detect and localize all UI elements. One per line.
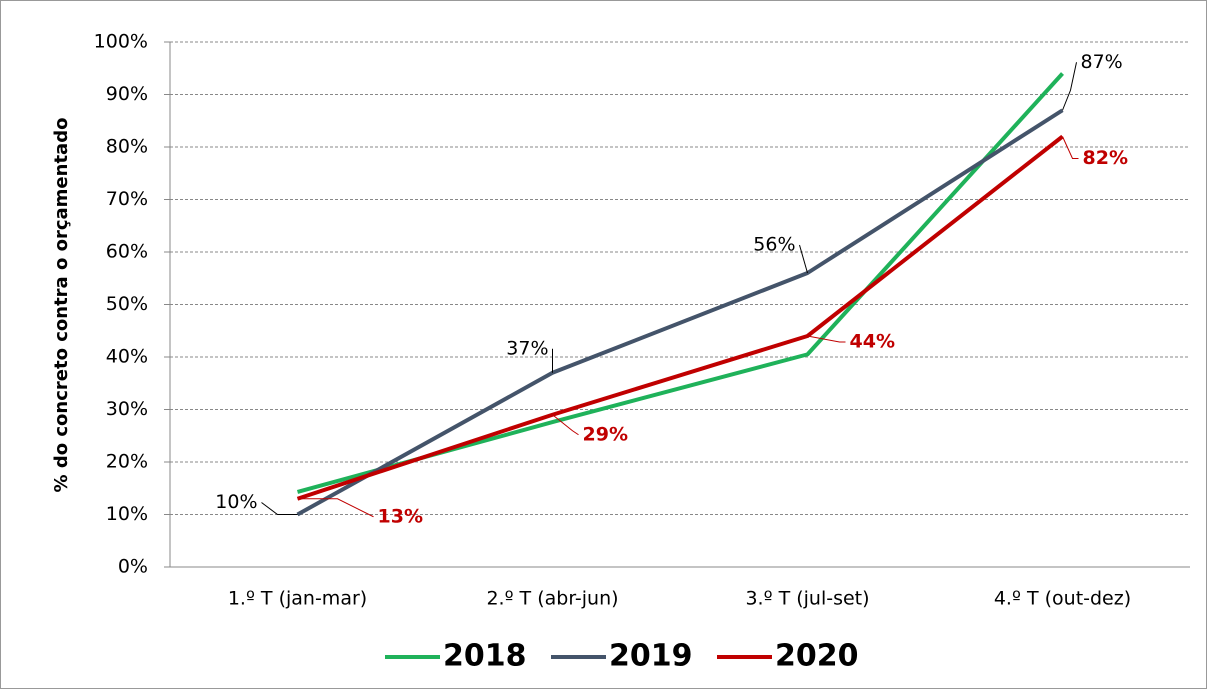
leader-line: [807, 335, 846, 343]
y-tick-label: 40%: [106, 346, 148, 368]
x-tick-label: 4.º T (out-dez): [994, 588, 1131, 610]
y-tick-label: 90%: [106, 83, 148, 105]
legend-label: 2020: [775, 639, 859, 674]
data-label: 37%: [506, 337, 548, 359]
x-tick-label: 3.º T (jul-set): [745, 588, 869, 610]
y-axis-title: % do concreto contra o orçamentado: [51, 118, 72, 493]
y-tick-label: 30%: [106, 398, 148, 420]
series-line: [296, 134, 1064, 501]
y-tick-label: 80%: [106, 136, 148, 158]
data-label: 29%: [583, 423, 628, 445]
leader-line: [1062, 136, 1079, 159]
leader-line: [1062, 62, 1077, 111]
data-label: 87%: [1081, 51, 1123, 73]
data-label: 82%: [1083, 147, 1128, 169]
leader-line: [799, 244, 808, 274]
y-tick-label: 20%: [106, 451, 148, 473]
data-label: 56%: [753, 234, 795, 256]
y-tick-label: 50%: [106, 293, 148, 315]
leader-line: [297, 498, 374, 518]
legend-label: 2019: [609, 639, 693, 674]
y-tick-label: 100%: [94, 31, 148, 53]
legend-label: 2018: [443, 639, 527, 674]
x-tick-label: 1.º T (jan-mar): [228, 588, 367, 610]
y-tick-label: 70%: [106, 188, 148, 210]
leader-line: [261, 502, 298, 515]
data-label: 13%: [378, 505, 423, 527]
data-label: 44%: [850, 331, 895, 353]
leader-line: [552, 414, 579, 436]
data-label: 10%: [215, 491, 257, 513]
y-tick-label: 10%: [106, 503, 148, 525]
x-tick-label: 2.º T (abr-jun): [486, 588, 618, 610]
y-tick-label: 60%: [106, 241, 148, 263]
series-line: [296, 108, 1064, 517]
y-tick-label: 0%: [118, 556, 148, 578]
